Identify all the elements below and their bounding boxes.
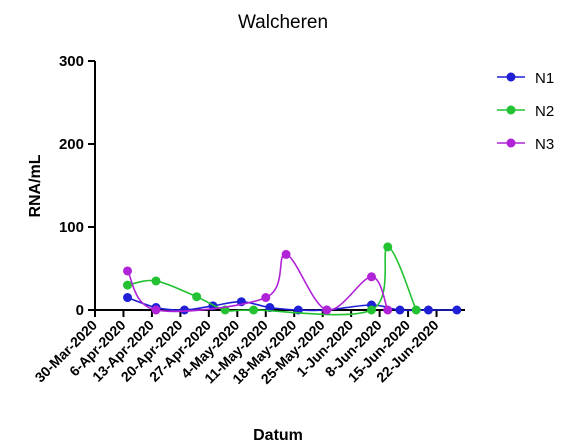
series-n3-point xyxy=(123,266,133,276)
legend-n3-marker xyxy=(506,138,516,148)
series-n1-point xyxy=(179,305,189,315)
legend-n1-label: N1 xyxy=(535,70,554,87)
series-n1-point xyxy=(123,293,133,303)
series-n3-point xyxy=(281,249,291,259)
series-n2-point xyxy=(151,276,161,286)
series-n2-point xyxy=(249,305,259,315)
series-n3-point xyxy=(322,305,332,315)
series-n1-point xyxy=(452,305,462,315)
series-n2-point xyxy=(411,305,421,315)
series-n2-point xyxy=(366,305,376,315)
legend: N1 N2 N3 xyxy=(497,70,554,153)
series-n1-line xyxy=(127,296,457,312)
series-n2-point xyxy=(123,280,133,290)
series-n2-point xyxy=(383,242,393,252)
legend-n2-marker xyxy=(506,105,516,115)
y-axis-label: RNA/mL xyxy=(27,154,44,217)
series-n3-point xyxy=(261,293,271,303)
series-n3-point xyxy=(151,305,161,315)
chart-title: Walcheren xyxy=(238,12,328,33)
y-tick-label: 200 xyxy=(59,136,84,153)
series-n3-point xyxy=(383,305,393,315)
legend-n3-label: N3 xyxy=(535,136,554,153)
series-n3-point xyxy=(366,272,376,282)
legend-n2-label: N2 xyxy=(535,103,554,120)
series-n3 xyxy=(123,249,393,315)
series-n1-point xyxy=(265,303,275,313)
axes: 010020030030-Mar-20206-Apr-202013-Apr-20… xyxy=(32,53,465,387)
series-n1-point xyxy=(395,305,405,315)
y-tick-label: 300 xyxy=(59,53,84,70)
series-n3-line xyxy=(126,253,389,313)
legend-n1-marker xyxy=(506,72,516,82)
y-tick-label: 0 xyxy=(76,302,84,319)
series-n2-point xyxy=(192,292,202,302)
series-n1-point xyxy=(423,305,433,315)
series-n2 xyxy=(123,242,421,316)
x-axis-label: Datum xyxy=(253,427,303,443)
series-layer xyxy=(123,242,462,316)
y-tick-label: 100 xyxy=(59,219,84,236)
